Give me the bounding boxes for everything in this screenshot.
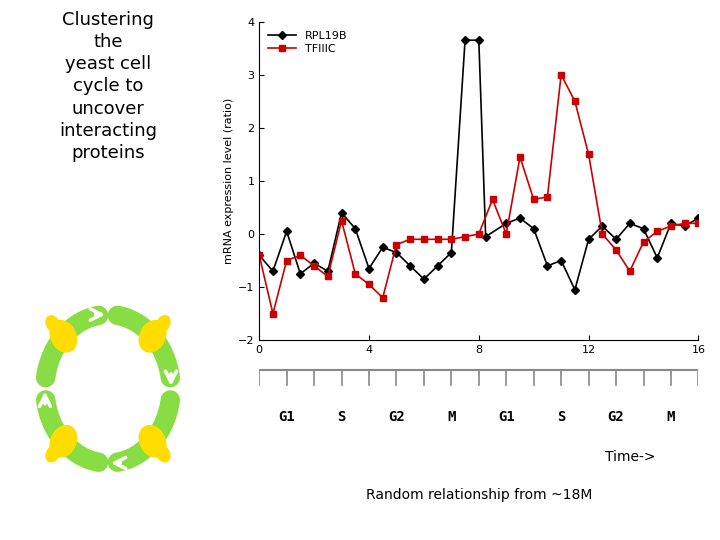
Ellipse shape bbox=[139, 321, 166, 352]
RPL19B bbox=[310, 260, 318, 266]
RPL19B bbox=[447, 249, 456, 256]
RPL19B bbox=[570, 287, 579, 293]
TFIIIC bbox=[598, 231, 607, 237]
TFIIIC bbox=[351, 271, 359, 277]
Text: G2: G2 bbox=[388, 410, 405, 424]
TFIIIC bbox=[282, 258, 291, 264]
RPL19B bbox=[639, 226, 648, 232]
RPL19B bbox=[612, 236, 621, 242]
RPL19B bbox=[337, 210, 346, 216]
TFIIIC bbox=[296, 252, 305, 259]
Ellipse shape bbox=[46, 316, 60, 332]
TFIIIC bbox=[433, 236, 442, 242]
TFIIIC bbox=[626, 268, 634, 274]
TFIIIC bbox=[612, 247, 621, 253]
RPL19B bbox=[379, 244, 387, 251]
TFIIIC bbox=[680, 220, 689, 227]
RPL19B bbox=[420, 276, 428, 282]
RPL19B bbox=[474, 37, 483, 43]
RPL19B bbox=[529, 226, 538, 232]
TFIIIC bbox=[323, 273, 332, 280]
TFIIIC bbox=[379, 294, 387, 301]
RPL19B bbox=[365, 265, 374, 272]
Text: G1: G1 bbox=[498, 410, 515, 424]
Text: M: M bbox=[447, 410, 456, 424]
TFIIIC bbox=[653, 228, 662, 234]
TFIIIC bbox=[694, 220, 703, 227]
RPL19B bbox=[296, 271, 305, 277]
Legend: RPL19B, TFIIIC: RPL19B, TFIIIC bbox=[265, 27, 351, 57]
Text: G1: G1 bbox=[278, 410, 295, 424]
TFIIIC bbox=[570, 98, 579, 105]
TFIIIC bbox=[310, 262, 318, 269]
TFIIIC bbox=[543, 193, 552, 200]
Text: Time->: Time-> bbox=[605, 450, 655, 464]
Ellipse shape bbox=[50, 426, 77, 457]
RPL19B bbox=[392, 249, 401, 256]
TFIIIC bbox=[667, 223, 675, 230]
Text: S: S bbox=[557, 410, 565, 424]
Y-axis label: mRNA expression level (ratio): mRNA expression level (ratio) bbox=[224, 98, 234, 264]
TFIIIC bbox=[255, 252, 264, 259]
TFIIIC bbox=[365, 281, 374, 288]
RPL19B bbox=[598, 223, 607, 230]
RPL19B bbox=[461, 37, 469, 43]
TFIIIC bbox=[461, 233, 469, 240]
TFIIIC bbox=[529, 196, 538, 202]
RPL19B bbox=[502, 220, 510, 227]
Ellipse shape bbox=[156, 446, 170, 462]
TFIIIC bbox=[392, 241, 401, 248]
RPL19B bbox=[433, 262, 442, 269]
TFIIIC bbox=[488, 196, 497, 202]
RPL19B bbox=[323, 268, 332, 274]
RPL19B bbox=[584, 236, 593, 242]
RPL19B bbox=[557, 258, 565, 264]
RPL19B bbox=[351, 226, 359, 232]
RPL19B bbox=[694, 215, 703, 221]
TFIIIC bbox=[502, 231, 510, 237]
Line: TFIIIC: TFIIIC bbox=[256, 72, 701, 317]
Ellipse shape bbox=[46, 446, 60, 462]
TFIIIC bbox=[269, 310, 277, 317]
RPL19B bbox=[543, 262, 552, 269]
RPL19B bbox=[269, 268, 277, 274]
TFIIIC bbox=[639, 239, 648, 245]
TFIIIC bbox=[447, 236, 456, 242]
RPL19B bbox=[653, 255, 662, 261]
TFIIIC bbox=[406, 236, 415, 242]
Ellipse shape bbox=[50, 321, 77, 352]
Line: RPL19B: RPL19B bbox=[256, 37, 701, 293]
RPL19B bbox=[626, 220, 634, 227]
Ellipse shape bbox=[156, 316, 170, 332]
TFIIIC bbox=[584, 151, 593, 158]
RPL19B bbox=[680, 223, 689, 230]
RPL19B bbox=[482, 233, 490, 240]
Text: S: S bbox=[338, 410, 346, 424]
Text: Random relationship from ~18M: Random relationship from ~18M bbox=[366, 488, 592, 502]
RPL19B bbox=[516, 215, 524, 221]
RPL19B bbox=[282, 228, 291, 234]
Ellipse shape bbox=[139, 426, 166, 457]
TFIIIC bbox=[557, 71, 565, 78]
Text: M: M bbox=[667, 410, 675, 424]
RPL19B bbox=[255, 252, 264, 259]
RPL19B bbox=[406, 262, 415, 269]
TFIIIC bbox=[337, 218, 346, 224]
TFIIIC bbox=[474, 231, 483, 237]
RPL19B bbox=[667, 220, 675, 227]
Text: Clustering
the
yeast cell
cycle to
uncover
interacting
proteins: Clustering the yeast cell cycle to uncov… bbox=[59, 11, 157, 162]
TFIIIC bbox=[516, 154, 524, 160]
Text: G2: G2 bbox=[608, 410, 624, 424]
TFIIIC bbox=[420, 236, 428, 242]
